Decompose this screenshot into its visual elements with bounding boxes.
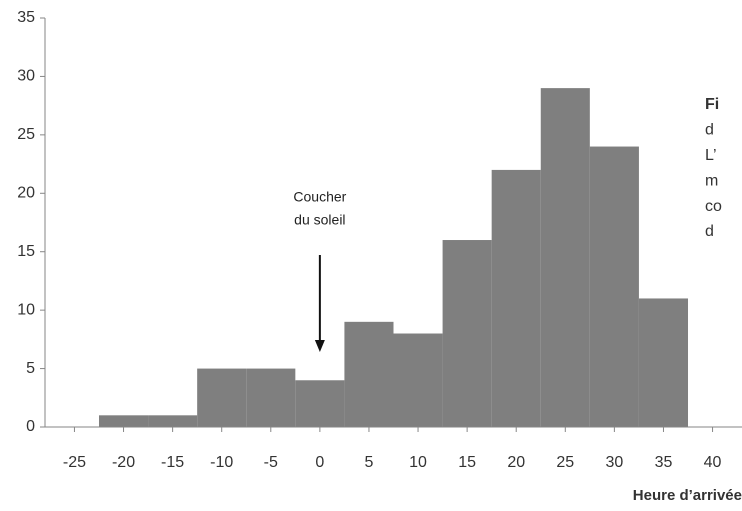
annotation-text: du soleil: [294, 212, 345, 228]
bar: [393, 333, 443, 427]
y-tick-label: 20: [17, 185, 35, 202]
x-tick-label: 20: [507, 454, 525, 471]
caption-line: m: [705, 172, 718, 189]
bar: [197, 368, 247, 427]
x-tick-label: 5: [365, 454, 374, 471]
y-tick-label: 25: [17, 126, 35, 143]
bar: [589, 146, 639, 428]
x-tick-label: -10: [210, 454, 233, 471]
annotation-arrowhead: [314, 340, 325, 352]
y-tick-label: 0: [26, 418, 35, 435]
y-tick-label: 30: [17, 68, 35, 85]
bar: [638, 298, 689, 427]
bar: [491, 169, 541, 427]
x-tick-label: 35: [655, 454, 673, 471]
caption-line: L’: [705, 147, 717, 164]
y-tick-label: 10: [17, 301, 35, 318]
caption-line: d: [705, 223, 714, 240]
bar: [98, 415, 149, 427]
x-tick-label: 10: [409, 454, 427, 471]
bar: [442, 240, 492, 427]
x-tick-label: -15: [161, 454, 184, 471]
y-tick-label: 5: [26, 360, 35, 377]
x-tick-label: 0: [315, 454, 324, 471]
y-tick-label: 15: [17, 243, 35, 260]
bar: [246, 368, 296, 427]
x-tick-label: -5: [264, 454, 278, 471]
y-tick-label: 35: [17, 9, 35, 26]
x-tick-label: -20: [112, 454, 135, 471]
bar: [540, 88, 590, 427]
x-tick-label: 25: [556, 454, 574, 471]
x-tick-label: 40: [704, 454, 722, 471]
x-tick-label: 30: [605, 454, 623, 471]
annotation-text: Coucher: [293, 189, 346, 205]
caption-line: co: [705, 198, 722, 215]
bar: [295, 380, 345, 427]
caption-line: Fi: [705, 96, 719, 113]
bar: [344, 321, 394, 427]
x-axis-title: Heure d’arrivée: [633, 487, 742, 504]
x-tick-label: 15: [458, 454, 476, 471]
bar: [148, 415, 198, 427]
caption-line: d: [705, 122, 714, 139]
x-tick-label: -25: [63, 454, 86, 471]
